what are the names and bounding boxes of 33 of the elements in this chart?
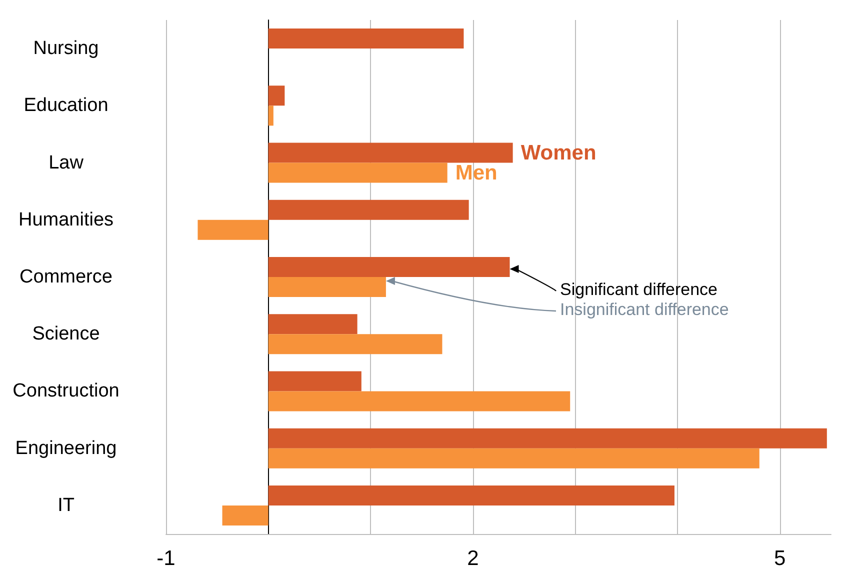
y-tick-label: IT xyxy=(58,494,75,516)
y-tick-label: Science xyxy=(32,324,100,345)
series-label: Men xyxy=(455,161,498,184)
y-tick-label: Law xyxy=(48,152,84,174)
bar xyxy=(268,28,464,49)
annotation: Significant difference xyxy=(560,280,718,299)
bar xyxy=(268,428,827,448)
bar xyxy=(268,334,442,354)
x-tick-label: 2 xyxy=(467,547,479,569)
bar xyxy=(268,86,285,106)
bar xyxy=(268,142,513,163)
bar xyxy=(268,485,674,506)
bar xyxy=(268,448,760,468)
y-tick-label: Education xyxy=(24,95,108,116)
bar xyxy=(268,200,469,220)
bar xyxy=(222,505,268,526)
y-tick-label: Engineering xyxy=(15,438,117,459)
bar xyxy=(268,106,274,126)
bar xyxy=(268,257,510,277)
bar xyxy=(268,371,362,392)
x-tick-label: -1 xyxy=(156,547,176,569)
y-tick-label: Commerce xyxy=(20,266,112,288)
y-tick-label: Construction xyxy=(12,380,120,402)
y-tick-label: Nursing xyxy=(33,38,99,60)
annotation: Insignificant difference xyxy=(560,300,729,319)
bar xyxy=(198,220,268,240)
x-tick-label: 5 xyxy=(774,547,786,569)
bar xyxy=(268,391,570,412)
series-label: Women xyxy=(520,141,596,164)
bar xyxy=(268,314,358,334)
y-tick-label: Humanities xyxy=(18,209,114,230)
bar xyxy=(268,277,386,297)
bar xyxy=(268,162,448,183)
